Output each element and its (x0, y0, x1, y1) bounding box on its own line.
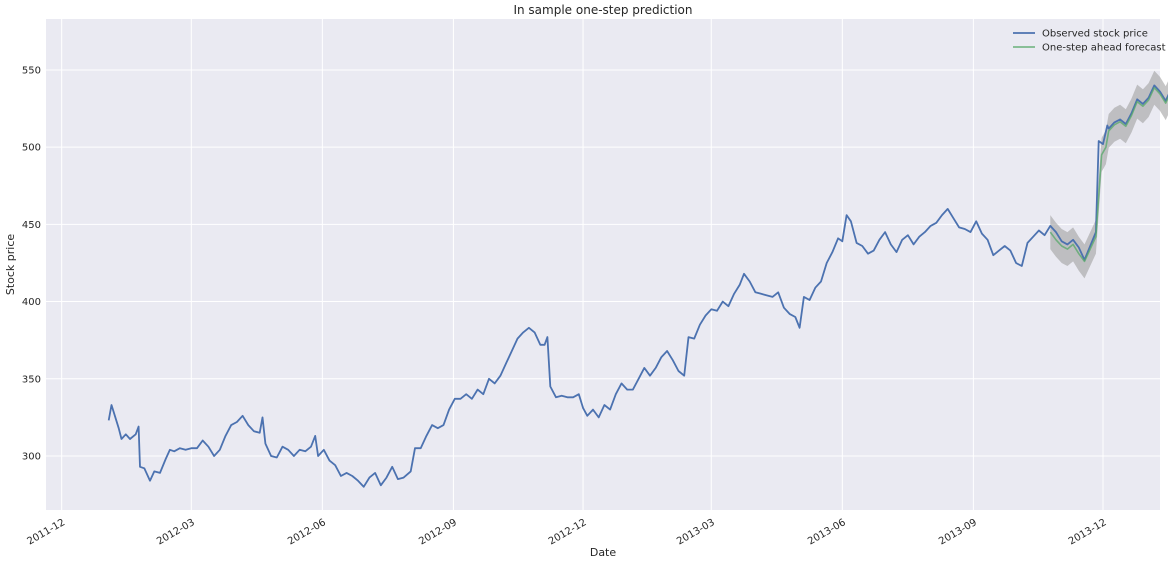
y-tick-label: 450 (22, 220, 41, 231)
x-tick-label: 2012-03 (155, 517, 197, 547)
y-tick-label: 350 (22, 374, 41, 385)
y-tick-label: 400 (22, 297, 41, 308)
y-tick-label: 500 (22, 143, 41, 154)
x-tick-label: 2013-09 (937, 517, 979, 547)
x-tick-label: 2012-12 (547, 517, 589, 547)
y-tick-labels: 300 350 400 450 500 550 (22, 65, 41, 462)
legend: Observed stock price One-step ahead fore… (1013, 29, 1166, 54)
x-tick-label: 2013-12 (1067, 517, 1109, 547)
y-tick-label: 300 (22, 451, 41, 462)
x-tick-label: 2011-12 (25, 517, 67, 547)
forecast-confidence-band (1050, 70, 1168, 279)
observed-price-line (107, 84, 1168, 488)
x-tick-label: 2012-06 (286, 517, 328, 547)
chart-title: In sample one-step prediction (513, 3, 692, 17)
x-tick-label: 2013-03 (675, 517, 717, 547)
x-tick-labels: 2011-12 2012-03 2012-06 2012-09 2012-12 2013-… (25, 517, 1108, 547)
x-tick-label: 2012-09 (417, 517, 459, 547)
plot-area (46, 19, 1160, 510)
y-axis-label: Stock price (4, 234, 17, 296)
x-axis-label: Date (590, 546, 617, 559)
y-tick-label: 550 (22, 65, 41, 76)
legend-entry-observed: Observed stock price (1042, 29, 1148, 40)
forecast-line (1049, 86, 1168, 263)
legend-entry-forecast: One-step ahead forecast (1042, 43, 1166, 54)
x-tick-label: 2013-06 (806, 517, 848, 547)
